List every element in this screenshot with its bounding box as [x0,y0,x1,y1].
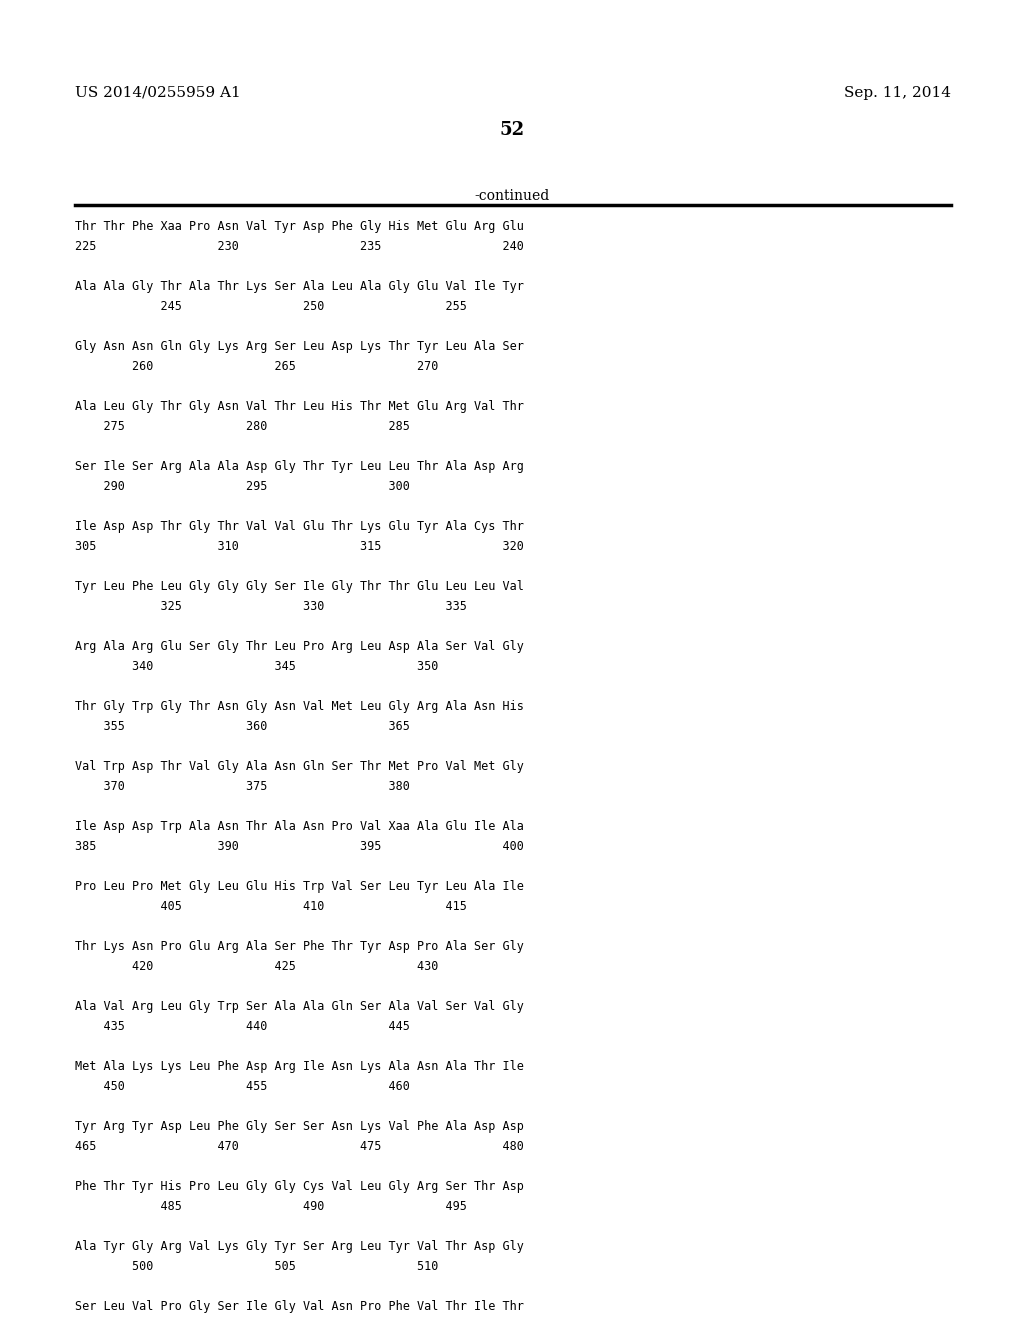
Text: 465                 470                 475                 480: 465 470 475 480 [75,1140,523,1154]
Text: Ala Leu Gly Thr Gly Asn Val Thr Leu His Thr Met Glu Arg Val Thr: Ala Leu Gly Thr Gly Asn Val Thr Leu His … [75,400,523,413]
Text: 225                 230                 235                 240: 225 230 235 240 [75,240,523,253]
Text: Ile Asp Asp Thr Gly Thr Val Val Glu Thr Lys Glu Tyr Ala Cys Thr: Ile Asp Asp Thr Gly Thr Val Val Glu Thr … [75,520,523,533]
Text: -continued: -continued [474,189,550,203]
Text: 260                 265                 270: 260 265 270 [75,360,438,374]
Text: 275                 280                 285: 275 280 285 [75,420,410,433]
Text: Arg Ala Arg Glu Ser Gly Thr Leu Pro Arg Leu Asp Ala Ser Val Gly: Arg Ala Arg Glu Ser Gly Thr Leu Pro Arg … [75,640,523,653]
Text: Ala Tyr Gly Arg Val Lys Gly Tyr Ser Arg Leu Tyr Val Thr Asp Gly: Ala Tyr Gly Arg Val Lys Gly Tyr Ser Arg … [75,1241,523,1253]
Text: Thr Thr Phe Xaa Pro Asn Val Tyr Asp Phe Gly His Met Glu Arg Glu: Thr Thr Phe Xaa Pro Asn Val Tyr Asp Phe … [75,220,523,234]
Text: 340                 345                 350: 340 345 350 [75,660,438,673]
Text: 405                 410                 415: 405 410 415 [75,900,467,913]
Text: Sep. 11, 2014: Sep. 11, 2014 [845,86,951,100]
Text: Ile Asp Asp Trp Ala Asn Thr Ala Asn Pro Val Xaa Ala Glu Ile Ala: Ile Asp Asp Trp Ala Asn Thr Ala Asn Pro … [75,821,523,833]
Text: 245                 250                 255: 245 250 255 [75,301,467,313]
Text: Gly Asn Asn Gln Gly Lys Arg Ser Leu Asp Lys Thr Tyr Leu Ala Ser: Gly Asn Asn Gln Gly Lys Arg Ser Leu Asp … [75,341,523,354]
Text: Phe Thr Tyr His Pro Leu Gly Gly Cys Val Leu Gly Arg Ser Thr Asp: Phe Thr Tyr His Pro Leu Gly Gly Cys Val … [75,1180,523,1193]
Text: 325                 330                 335: 325 330 335 [75,601,467,614]
Text: Ser Leu Val Pro Gly Ser Ile Gly Val Asn Pro Phe Val Thr Ile Thr: Ser Leu Val Pro Gly Ser Ile Gly Val Asn … [75,1300,523,1313]
Text: 420                 425                 430: 420 425 430 [75,961,438,973]
Text: 435                 440                 445: 435 440 445 [75,1020,410,1034]
Text: 305                 310                 315                 320: 305 310 315 320 [75,540,523,553]
Text: 385                 390                 395                 400: 385 390 395 400 [75,841,523,853]
Text: Tyr Leu Phe Leu Gly Gly Gly Ser Ile Gly Thr Thr Glu Leu Leu Val: Tyr Leu Phe Leu Gly Gly Gly Ser Ile Gly … [75,581,523,594]
Text: US 2014/0255959 A1: US 2014/0255959 A1 [75,86,241,100]
Text: 370                 375                 380: 370 375 380 [75,780,410,793]
Text: Val Trp Asp Thr Val Gly Ala Asn Gln Ser Thr Met Pro Val Met Gly: Val Trp Asp Thr Val Gly Ala Asn Gln Ser … [75,760,523,774]
Text: Ser Ile Ser Arg Ala Ala Asp Gly Thr Tyr Leu Leu Thr Ala Asp Arg: Ser Ile Ser Arg Ala Ala Asp Gly Thr Tyr … [75,461,523,474]
Text: Pro Leu Pro Met Gly Leu Glu His Trp Val Ser Leu Tyr Leu Ala Ile: Pro Leu Pro Met Gly Leu Glu His Trp Val … [75,880,523,894]
Text: Met Ala Lys Lys Leu Phe Asp Arg Ile Asn Lys Ala Asn Ala Thr Ile: Met Ala Lys Lys Leu Phe Asp Arg Ile Asn … [75,1060,523,1073]
Text: 485                 490                 495: 485 490 495 [75,1200,467,1213]
Text: Ala Ala Gly Thr Ala Thr Lys Ser Ala Leu Ala Gly Glu Val Ile Tyr: Ala Ala Gly Thr Ala Thr Lys Ser Ala Leu … [75,280,523,293]
Text: Thr Lys Asn Pro Glu Arg Ala Ser Phe Thr Tyr Asp Pro Ala Ser Gly: Thr Lys Asn Pro Glu Arg Ala Ser Phe Thr … [75,940,523,953]
Text: 52: 52 [500,121,524,140]
Text: 450                 455                 460: 450 455 460 [75,1080,410,1093]
Text: Tyr Arg Tyr Asp Leu Phe Gly Ser Ser Asn Lys Val Phe Ala Asp Asp: Tyr Arg Tyr Asp Leu Phe Gly Ser Ser Asn … [75,1121,523,1134]
Text: Ala Val Arg Leu Gly Trp Ser Ala Ala Gln Ser Ala Val Ser Val Gly: Ala Val Arg Leu Gly Trp Ser Ala Ala Gln … [75,1001,523,1014]
Text: 500                 505                 510: 500 505 510 [75,1261,438,1274]
Text: Thr Gly Trp Gly Thr Asn Gly Asn Val Met Leu Gly Arg Ala Asn His: Thr Gly Trp Gly Thr Asn Gly Asn Val Met … [75,701,523,713]
Text: 355                 360                 365: 355 360 365 [75,721,410,734]
Text: 290                 295                 300: 290 295 300 [75,480,410,494]
